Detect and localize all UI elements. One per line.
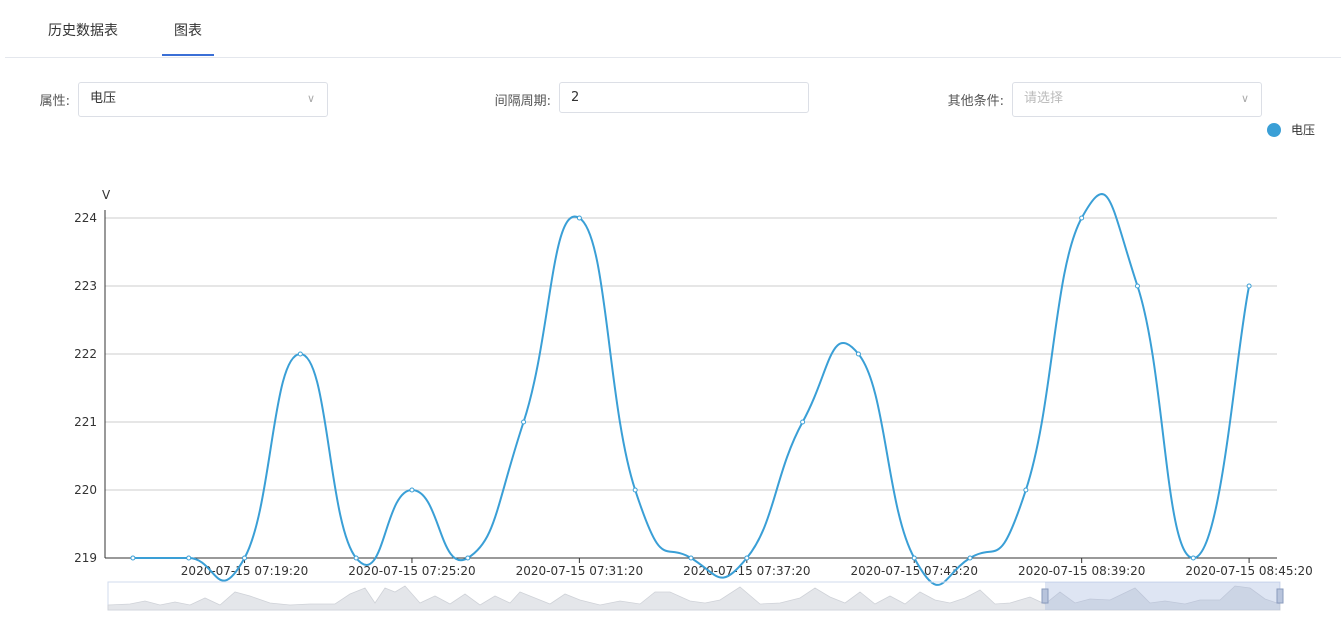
y-tick-label: 220	[74, 483, 97, 497]
legend-marker	[1267, 123, 1281, 137]
legend-label: 电压	[1291, 123, 1315, 137]
data-point	[186, 555, 192, 561]
data-point	[297, 351, 303, 357]
data-point	[521, 419, 527, 425]
x-tick-label: 2020-07-15 08:39:20	[1018, 564, 1145, 578]
data-point	[855, 351, 861, 357]
data-point	[967, 555, 973, 561]
attribute-select[interactable]: 电压 ∨	[78, 82, 328, 117]
tab-active[interactable]: 图表	[174, 23, 202, 39]
x-tick-label: 2020-07-15 07:19:20	[181, 564, 308, 578]
data-point	[242, 555, 248, 561]
data-point	[130, 555, 136, 561]
tab-indicator	[162, 54, 214, 56]
other-placeholder: 请选择	[1024, 91, 1064, 106]
y-tick-label: 222	[74, 347, 97, 361]
data-point	[632, 487, 638, 493]
tab-divider	[5, 57, 1341, 58]
data-point	[1023, 487, 1029, 493]
data-point	[465, 555, 471, 561]
other-select[interactable]: 请选择 ∨	[1012, 82, 1262, 117]
zoom-handle[interactable]	[1041, 588, 1049, 604]
x-tick-label: 2020-07-15 08:45:20	[1185, 564, 1312, 578]
data-point	[1190, 555, 1196, 561]
other-label: 其他条件:	[947, 94, 1004, 109]
interval-value: 2	[571, 90, 580, 105]
data-point	[409, 487, 415, 493]
data-point	[1134, 283, 1140, 289]
y-tick-label: 224	[74, 211, 97, 225]
y-axis-name: V	[102, 188, 111, 202]
x-tick-label: 2020-07-15 07:31:20	[516, 564, 643, 578]
data-point	[576, 215, 582, 221]
x-tick-label: 2020-07-15 07:43:20	[851, 564, 978, 578]
dropdown-arrow: ∨	[1240, 92, 1249, 105]
dropdown-arrow: ∨	[306, 92, 315, 105]
zoom-window[interactable]	[1045, 582, 1280, 610]
data-point	[1079, 215, 1085, 221]
attribute-label: 属性:	[39, 94, 70, 109]
y-tick-label: 219	[74, 551, 97, 565]
attribute-value: 电压	[90, 91, 117, 106]
data-point	[1246, 283, 1252, 289]
tab[interactable]: 历史数据表	[48, 23, 118, 39]
x-tick-label: 2020-07-15 07:25:20	[348, 564, 475, 578]
zoom-preview	[107, 585, 1281, 611]
data-point	[800, 419, 806, 425]
data-point	[688, 555, 694, 561]
interval-label: 间隔周期:	[494, 94, 551, 109]
zoom-handle[interactable]	[1276, 588, 1284, 604]
data-point	[911, 555, 917, 561]
data-point	[353, 555, 359, 561]
interval-input[interactable]: 2	[559, 82, 809, 113]
data-zoom[interactable]	[107, 581, 1284, 611]
series-line	[132, 193, 1251, 586]
y-tick-label: 223	[74, 279, 97, 293]
data-point	[744, 555, 750, 561]
y-tick-label: 221	[74, 415, 97, 429]
